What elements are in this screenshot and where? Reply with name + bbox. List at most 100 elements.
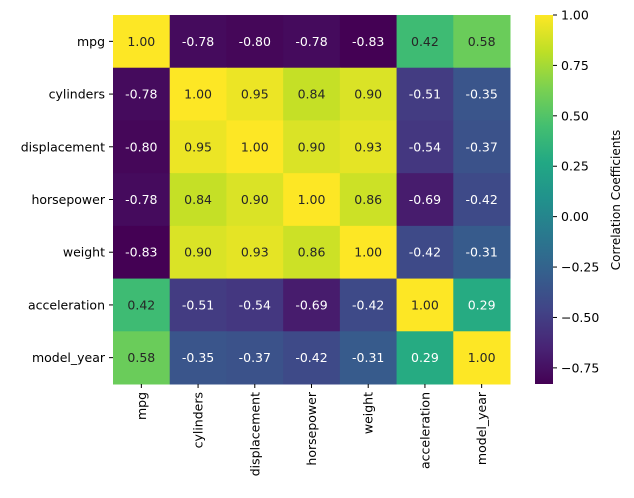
- heatmap-cell: [396, 225, 454, 280]
- y-tick-label: model_year: [32, 350, 106, 365]
- colorbar-tick-label: −0.25: [561, 260, 599, 275]
- heatmap-cell: [226, 15, 284, 69]
- heatmap-cell: [169, 331, 227, 385]
- heatmap-cell: [226, 120, 284, 174]
- y-tick-label: acceleration: [28, 297, 105, 312]
- cell-value-label: 1.00: [468, 350, 496, 365]
- cell-value-label: -0.80: [239, 34, 271, 49]
- x-tick-label: cylinders: [191, 392, 206, 448]
- cell-value-label: -0.51: [409, 87, 441, 102]
- colorbar: [535, 15, 553, 384]
- y-tick-label: cylinders: [49, 87, 105, 102]
- cell-value-label: -0.42: [465, 192, 497, 207]
- heatmap-cell: [169, 67, 227, 121]
- x-tick-label: model_year: [474, 391, 489, 465]
- heatmap-cell: [169, 278, 227, 332]
- cell-value-label: 0.58: [468, 34, 496, 49]
- colorbar-tick-label: 0.00: [561, 209, 589, 224]
- cell-value-label: 0.90: [354, 87, 382, 102]
- heatmap-cell: [339, 331, 398, 385]
- colorbar-tick-label: −0.50: [561, 310, 599, 325]
- cell-value-label: 0.86: [298, 245, 326, 260]
- heatmap-cell: [169, 15, 227, 69]
- cell-value-label: -0.83: [352, 34, 384, 49]
- heatmap-cell: [226, 225, 284, 280]
- cell-value-label: 0.90: [241, 192, 269, 207]
- cell-value-label: -0.35: [182, 350, 214, 365]
- heatmap-cell: [113, 173, 171, 227]
- cell-value-label: -0.31: [352, 350, 384, 365]
- heatmap-cell: [396, 67, 454, 121]
- cell-value-label: 0.29: [468, 297, 496, 312]
- cell-value-label: -0.42: [409, 245, 441, 260]
- colorbar-label: Correlation Coefficients: [609, 130, 623, 271]
- heatmap-cell: [453, 278, 511, 332]
- cell-value-label: -0.31: [465, 245, 497, 260]
- heatmap-cell: [396, 278, 454, 332]
- heatmap-cell: [226, 278, 284, 332]
- heatmap-cell: [453, 15, 511, 69]
- cell-value-label: 1.00: [411, 297, 439, 312]
- colorbar-tick-label: −0.75: [561, 360, 599, 375]
- heatmap-cell: [113, 120, 171, 174]
- heatmap-cell: [169, 225, 227, 280]
- cell-value-label: 1.00: [184, 87, 212, 102]
- heatmap-cell: [453, 331, 511, 385]
- cell-value-label: -0.69: [295, 297, 327, 312]
- y-tick-label: mpg: [77, 34, 105, 49]
- heatmap-cell: [339, 120, 398, 174]
- heatmap-cell: [113, 331, 171, 385]
- cell-value-label: -0.37: [465, 139, 497, 154]
- heatmap-cell: [113, 225, 171, 280]
- heatmap-cell: [113, 278, 171, 332]
- heatmap-cell: [226, 331, 284, 385]
- cell-value-label: 0.90: [298, 139, 326, 154]
- heatmap-cell: [283, 67, 341, 121]
- colorbar-tick-label: 0.25: [561, 159, 589, 174]
- cell-value-label: -0.35: [465, 87, 497, 102]
- heatmap-cell: [453, 225, 511, 280]
- heatmap-cell: [396, 173, 454, 227]
- heatmap-cell: [226, 173, 284, 227]
- heatmap-cell: [283, 278, 341, 332]
- y-tick-label: displacement: [21, 139, 105, 154]
- cell-value-label: -0.78: [295, 34, 327, 49]
- cell-value-label: 1.00: [127, 34, 155, 49]
- cell-value-label: -0.54: [239, 297, 271, 312]
- cell-value-label: 0.93: [241, 245, 269, 260]
- cell-value-label: -0.54: [409, 139, 441, 154]
- heatmap-cell: [283, 120, 341, 174]
- x-tick-label: weight: [361, 392, 376, 434]
- cell-value-label: 0.42: [411, 34, 439, 49]
- cell-value-label: -0.80: [125, 139, 157, 154]
- cell-value-label: 0.95: [241, 87, 269, 102]
- heatmap-cell: [339, 67, 398, 121]
- heatmap-cell: [169, 173, 227, 227]
- heatmap-cell: [283, 225, 341, 280]
- x-tick-label: mpg: [134, 392, 149, 420]
- x-tick-label: displacement: [247, 392, 262, 476]
- heatmap-cell: [396, 120, 454, 174]
- heatmap-cell: [453, 120, 511, 174]
- cell-value-label: 0.95: [184, 139, 212, 154]
- heatmap-cell: [339, 15, 398, 69]
- cell-value-label: 0.84: [298, 87, 326, 102]
- heatmap-cell: [339, 173, 398, 227]
- heatmap-cell: [283, 15, 341, 69]
- colorbar-tick-label: 0.75: [561, 58, 589, 73]
- y-tick-label: weight: [63, 245, 105, 260]
- heatmap-cell: [169, 120, 227, 174]
- cell-value-label: -0.51: [182, 297, 214, 312]
- heatmap-cell: [283, 173, 341, 227]
- cell-value-label: 1.00: [298, 192, 326, 207]
- x-tick-label: acceleration: [417, 392, 432, 469]
- cell-value-label: -0.42: [295, 350, 327, 365]
- cell-value-label: -0.78: [125, 192, 157, 207]
- cell-value-label: 0.84: [184, 192, 212, 207]
- x-tick-label: horsepower: [304, 391, 319, 465]
- y-tick-label: horsepower: [31, 192, 105, 207]
- cell-value-label: 0.93: [354, 139, 382, 154]
- cell-value-label: -0.78: [125, 87, 157, 102]
- heatmap-cell: [396, 15, 454, 69]
